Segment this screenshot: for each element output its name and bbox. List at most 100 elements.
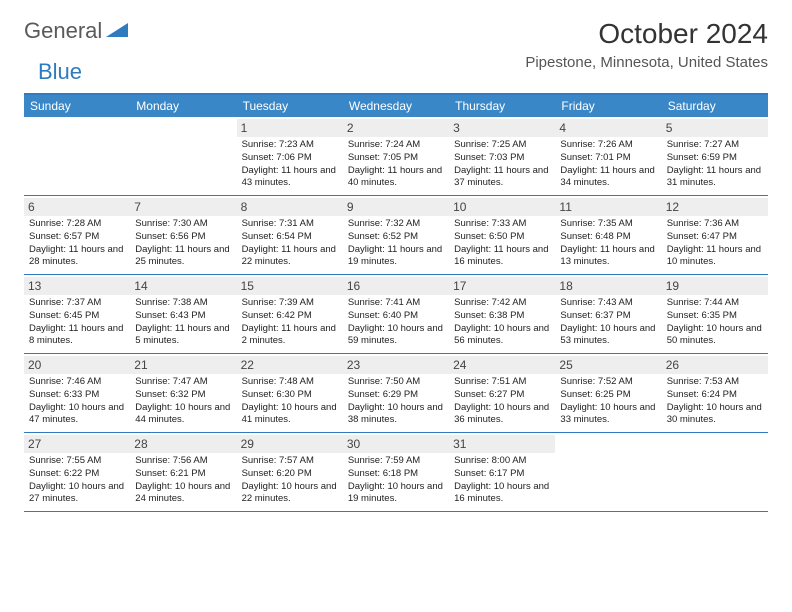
logo-text-blue: Blue <box>38 59 82 84</box>
day-info: Sunrise: 7:41 AMSunset: 6:40 PMDaylight:… <box>348 297 444 348</box>
month-title: October 2024 <box>525 18 768 50</box>
day-cell: 14 Sunrise: 7:38 AMSunset: 6:43 PMDayligh… <box>130 275 236 353</box>
day-cell: 23 Sunrise: 7:50 AMSunset: 6:29 PMDayligh… <box>343 354 449 432</box>
day-cell <box>662 433 768 511</box>
day-number: 19 <box>662 277 768 295</box>
day-number: 24 <box>449 356 555 374</box>
day-cell: 8 Sunrise: 7:31 AMSunset: 6:54 PMDaylight… <box>237 196 343 274</box>
day-number: 4 <box>555 119 661 137</box>
logo-text-general: General <box>24 18 102 44</box>
day-info: Sunrise: 7:35 AMSunset: 6:48 PMDaylight:… <box>560 218 656 269</box>
day-info: Sunrise: 7:38 AMSunset: 6:43 PMDaylight:… <box>135 297 231 348</box>
day-cell: 29 Sunrise: 7:57 AMSunset: 6:20 PMDayligh… <box>237 433 343 511</box>
week-row: 27 Sunrise: 7:55 AMSunset: 6:22 PMDayligh… <box>24 433 768 512</box>
day-number: 2 <box>343 119 449 137</box>
day-info: Sunrise: 7:46 AMSunset: 6:33 PMDaylight:… <box>29 376 125 427</box>
day-number: 23 <box>343 356 449 374</box>
week-row: 1 Sunrise: 7:23 AMSunset: 7:06 PMDaylight… <box>24 117 768 196</box>
day-number: 21 <box>130 356 236 374</box>
day-cell: 5 Sunrise: 7:27 AMSunset: 6:59 PMDaylight… <box>662 117 768 195</box>
day-cell: 6 Sunrise: 7:28 AMSunset: 6:57 PMDaylight… <box>24 196 130 274</box>
day-info: Sunrise: 7:50 AMSunset: 6:29 PMDaylight:… <box>348 376 444 427</box>
weekday-header-row: SundayMondayTuesdayWednesdayThursdayFrid… <box>24 95 768 117</box>
day-info: Sunrise: 7:27 AMSunset: 6:59 PMDaylight:… <box>667 139 763 190</box>
day-cell: 1 Sunrise: 7:23 AMSunset: 7:06 PMDaylight… <box>237 117 343 195</box>
day-number: 1 <box>237 119 343 137</box>
day-number: 27 <box>24 435 130 453</box>
day-info: Sunrise: 7:39 AMSunset: 6:42 PMDaylight:… <box>242 297 338 348</box>
day-cell: 10Sunrise: 7:33 AMSunset: 6:50 PMDayligh… <box>449 196 555 274</box>
day-number: 8 <box>237 198 343 216</box>
weekday-header: Wednesday <box>343 95 449 117</box>
day-info: Sunrise: 8:00 AMSunset: 6:17 PMDaylight:… <box>454 455 550 506</box>
day-number: 26 <box>662 356 768 374</box>
day-number: 14 <box>130 277 236 295</box>
day-number: 9 <box>343 198 449 216</box>
weekday-header: Tuesday <box>237 95 343 117</box>
day-info: Sunrise: 7:36 AMSunset: 6:47 PMDaylight:… <box>667 218 763 269</box>
weekday-header: Sunday <box>24 95 130 117</box>
day-cell <box>24 117 130 195</box>
day-number: 20 <box>24 356 130 374</box>
day-info: Sunrise: 7:59 AMSunset: 6:18 PMDaylight:… <box>348 455 444 506</box>
day-info: Sunrise: 7:48 AMSunset: 6:30 PMDaylight:… <box>242 376 338 427</box>
day-info: Sunrise: 7:31 AMSunset: 6:54 PMDaylight:… <box>242 218 338 269</box>
day-number: 18 <box>555 277 661 295</box>
day-cell: 19 Sunrise: 7:44 AMSunset: 6:35 PMDayligh… <box>662 275 768 353</box>
day-info: Sunrise: 7:56 AMSunset: 6:21 PMDaylight:… <box>135 455 231 506</box>
day-info: Sunrise: 7:30 AMSunset: 6:56 PMDaylight:… <box>135 218 231 269</box>
day-cell: 17 Sunrise: 7:42 AMSunset: 6:38 PMDayligh… <box>449 275 555 353</box>
week-row: 6 Sunrise: 7:28 AMSunset: 6:57 PMDaylight… <box>24 196 768 275</box>
week-row: 13 Sunrise: 7:37 AMSunset: 6:45 PMDayligh… <box>24 275 768 354</box>
day-cell: 3Sunrise: 7:25 AMSunset: 7:03 PMDaylight… <box>449 117 555 195</box>
day-info: Sunrise: 7:57 AMSunset: 6:20 PMDaylight:… <box>242 455 338 506</box>
day-cell: 26 Sunrise: 7:53 AMSunset: 6:24 PMDayligh… <box>662 354 768 432</box>
day-cell: 4Sunrise: 7:26 AMSunset: 7:01 PMDaylight… <box>555 117 661 195</box>
weekday-header: Saturday <box>662 95 768 117</box>
day-number: 28 <box>130 435 236 453</box>
day-info: Sunrise: 7:25 AMSunset: 7:03 PMDaylight:… <box>454 139 550 190</box>
calendar: SundayMondayTuesdayWednesdayThursdayFrid… <box>24 93 768 512</box>
day-cell: 20 Sunrise: 7:46 AMSunset: 6:33 PMDayligh… <box>24 354 130 432</box>
day-cell: 15Sunrise: 7:39 AMSunset: 6:42 PMDayligh… <box>237 275 343 353</box>
day-number: 13 <box>24 277 130 295</box>
weekday-header: Friday <box>555 95 661 117</box>
day-info: Sunrise: 7:23 AMSunset: 7:06 PMDaylight:… <box>242 139 338 190</box>
week-row: 20 Sunrise: 7:46 AMSunset: 6:33 PMDayligh… <box>24 354 768 433</box>
day-cell <box>555 433 661 511</box>
day-cell: 18 Sunrise: 7:43 AMSunset: 6:37 PMDayligh… <box>555 275 661 353</box>
day-info: Sunrise: 7:44 AMSunset: 6:35 PMDaylight:… <box>667 297 763 348</box>
day-cell: 12Sunrise: 7:36 AMSunset: 6:47 PMDayligh… <box>662 196 768 274</box>
day-cell: 21Sunrise: 7:47 AMSunset: 6:32 PMDayligh… <box>130 354 236 432</box>
day-info: Sunrise: 7:53 AMSunset: 6:24 PMDaylight:… <box>667 376 763 427</box>
day-number: 30 <box>343 435 449 453</box>
day-cell <box>130 117 236 195</box>
day-info: Sunrise: 7:51 AMSunset: 6:27 PMDaylight:… <box>454 376 550 427</box>
day-number: 5 <box>662 119 768 137</box>
day-info: Sunrise: 7:37 AMSunset: 6:45 PMDaylight:… <box>29 297 125 348</box>
day-cell: 27 Sunrise: 7:55 AMSunset: 6:22 PMDayligh… <box>24 433 130 511</box>
day-number: 29 <box>237 435 343 453</box>
day-cell: 30 Sunrise: 7:59 AMSunset: 6:18 PMDayligh… <box>343 433 449 511</box>
day-info: Sunrise: 7:43 AMSunset: 6:37 PMDaylight:… <box>560 297 656 348</box>
day-cell: 25Sunrise: 7:52 AMSunset: 6:25 PMDayligh… <box>555 354 661 432</box>
day-number: 22 <box>237 356 343 374</box>
day-number: 6 <box>24 198 130 216</box>
day-info: Sunrise: 7:42 AMSunset: 6:38 PMDaylight:… <box>454 297 550 348</box>
day-number: 31 <box>449 435 555 453</box>
day-cell: 9Sunrise: 7:32 AMSunset: 6:52 PMDaylight… <box>343 196 449 274</box>
day-number: 17 <box>449 277 555 295</box>
day-cell: 7 Sunrise: 7:30 AMSunset: 6:56 PMDaylight… <box>130 196 236 274</box>
location-text: Pipestone, Minnesota, United States <box>525 54 768 71</box>
day-info: Sunrise: 7:28 AMSunset: 6:57 PMDaylight:… <box>29 218 125 269</box>
day-info: Sunrise: 7:55 AMSunset: 6:22 PMDaylight:… <box>29 455 125 506</box>
day-number: 16 <box>343 277 449 295</box>
day-info: Sunrise: 7:52 AMSunset: 6:25 PMDaylight:… <box>560 376 656 427</box>
weekday-header: Thursday <box>449 95 555 117</box>
day-number: 7 <box>130 198 236 216</box>
day-number: 11 <box>555 198 661 216</box>
day-cell: 28 Sunrise: 7:56 AMSunset: 6:21 PMDayligh… <box>130 433 236 511</box>
day-cell: 22 Sunrise: 7:48 AMSunset: 6:30 PMDayligh… <box>237 354 343 432</box>
day-cell: 31 Sunrise: 8:00 AMSunset: 6:17 PMDayligh… <box>449 433 555 511</box>
logo: General <box>24 18 130 44</box>
